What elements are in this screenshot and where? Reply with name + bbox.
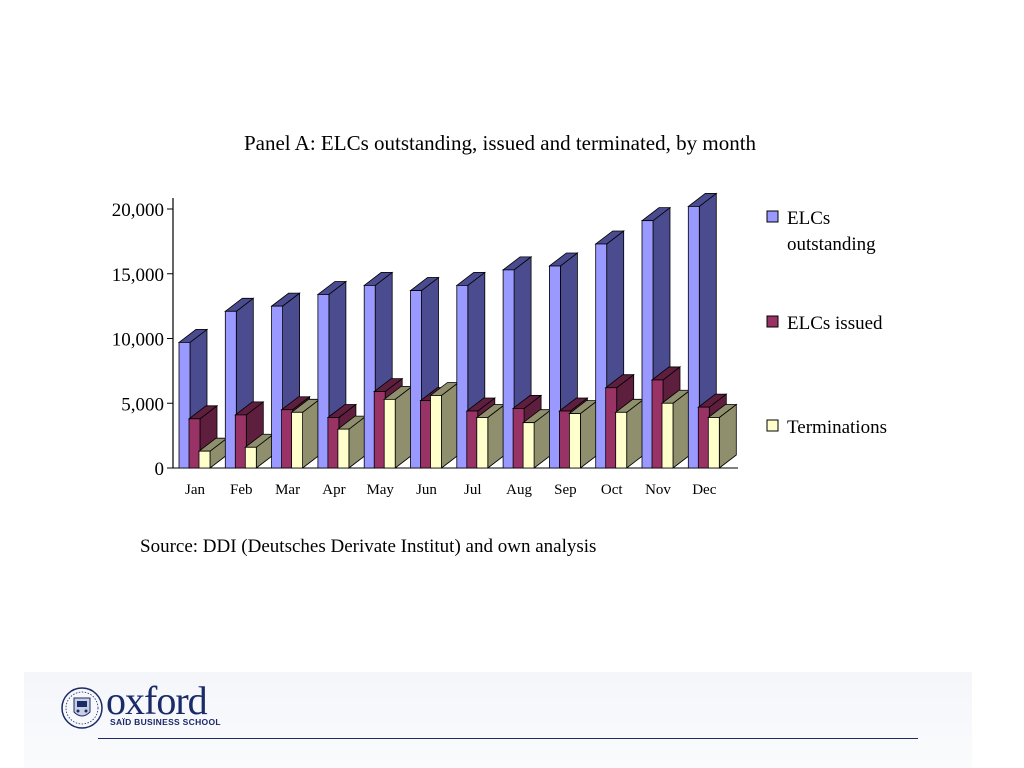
bar-terminations bbox=[244, 433, 275, 469]
legend-swatch bbox=[766, 419, 779, 432]
logo-subtitle: SAÏD BUSINESS SCHOOL bbox=[110, 717, 221, 727]
source-note: Source: DDI (Deutsches Derivate Institut… bbox=[140, 536, 597, 557]
y-tick-label: 5,000 bbox=[121, 394, 164, 415]
x-tick-label: Nov bbox=[645, 482, 671, 498]
bar-terminations bbox=[707, 403, 738, 469]
x-tick-label: Aug bbox=[506, 482, 532, 498]
legend-label: ELCs bbox=[787, 208, 830, 229]
y-tick-label: 0 bbox=[155, 459, 165, 480]
bar-terminations bbox=[383, 385, 414, 469]
x-tick-label: Jun bbox=[416, 482, 437, 498]
bar-terminations bbox=[336, 415, 368, 469]
legend-swatch bbox=[766, 210, 779, 223]
x-tick-label: Dec bbox=[692, 482, 716, 498]
footer-band bbox=[24, 672, 972, 768]
logo-wordmark: oxford bbox=[106, 678, 208, 723]
legend-label: Terminations bbox=[787, 417, 887, 438]
x-tick-label: Apr bbox=[322, 482, 345, 498]
chart-title: Panel A: ELCs outstanding, issued and te… bbox=[244, 131, 757, 155]
bar-terminations bbox=[568, 399, 599, 469]
x-tick-label: Mar bbox=[275, 482, 300, 498]
legend-label: outstanding bbox=[787, 234, 876, 255]
footer-rule bbox=[98, 738, 918, 739]
x-tick-label: Sep bbox=[554, 482, 577, 498]
bar-terminations bbox=[475, 403, 506, 469]
bar-terminations bbox=[660, 389, 692, 469]
x-tick-label: Jan bbox=[185, 482, 205, 498]
university-crest-icon bbox=[61, 687, 103, 729]
oxford-logo[interactable]: oxford SAÏD BUSINESS SCHOOL bbox=[60, 678, 221, 736]
y-tick-label: 15,000 bbox=[112, 265, 164, 286]
x-tick-label: Jul bbox=[464, 482, 482, 498]
y-tick-label: 10,000 bbox=[112, 330, 164, 351]
y-tick-label: 20,000 bbox=[112, 200, 164, 221]
bar-terminations bbox=[614, 398, 645, 469]
x-tick-label: Feb bbox=[230, 482, 253, 498]
bar-terminations bbox=[429, 381, 460, 469]
x-tick-label: Oct bbox=[601, 482, 623, 498]
x-tick-label: May bbox=[366, 482, 394, 498]
bar-terminations bbox=[290, 398, 321, 469]
legend-swatch bbox=[766, 315, 779, 328]
legend-label: ELCs issued bbox=[787, 313, 883, 334]
